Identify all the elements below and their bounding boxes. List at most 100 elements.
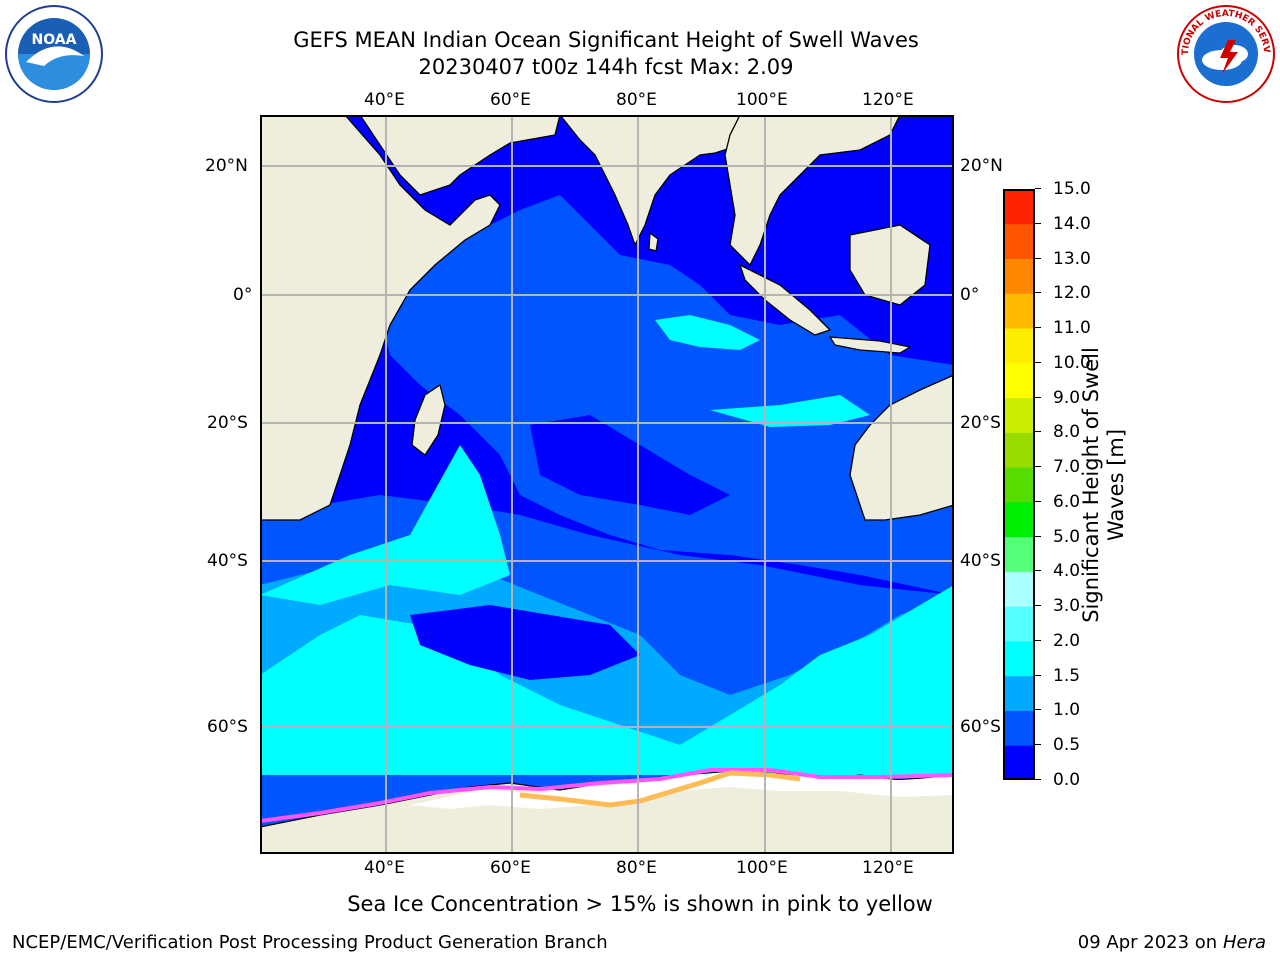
colorbar-tick-mark: [1035, 535, 1041, 537]
lon-label-top-1: 40°E: [364, 90, 405, 110]
colorbar-tick-mark: [1035, 779, 1041, 780]
colorbar-swatch: [1003, 397, 1035, 433]
colorbar-tick-label: 4.0: [1053, 561, 1081, 582]
lon-label-bottom-2: 60°E: [490, 858, 531, 878]
colorbar-tick-mark: [1035, 466, 1041, 468]
footer-date: 09 Apr 2023 on Hera: [1078, 932, 1266, 954]
lat-label-right-5: 60°S: [960, 717, 1001, 737]
colorbar-swatch: [1003, 223, 1035, 260]
srilanka-land: [648, 231, 659, 252]
colorbar-tick-mark: [1035, 292, 1041, 294]
lat-label-left-4: 40°S: [207, 551, 248, 571]
lat-label-right-4: 40°S: [960, 551, 1001, 571]
sea-ice-pink: [260, 768, 954, 823]
colorbar-tick-label: 15.0: [1053, 179, 1091, 199]
chart-title: GEFS MEAN Indian Ocean Significant Heigh…: [293, 28, 919, 52]
colorbar-tick-mark: [1035, 222, 1041, 224]
colorbar-label-line1: Significant Height of Swell: [1079, 347, 1103, 623]
colorbar-tick-label: 12.0: [1053, 283, 1091, 304]
colorbar-swatch: [1003, 710, 1035, 746]
madagascar-land: [411, 383, 446, 456]
colorbar-tick-mark: [1035, 605, 1041, 607]
colorbar-swatch: [1003, 606, 1035, 642]
lon-label-bottom-3: 80°E: [616, 858, 657, 878]
colorbar-tick-label: 14.0: [1053, 213, 1091, 234]
colorbar-swatch: [1003, 501, 1035, 538]
lat-label-left-1: 20°N: [205, 156, 248, 176]
colorbar-tick-label: 13.0: [1053, 248, 1091, 269]
sea-ice-orange: [519, 770, 801, 808]
swell-band-1-5-equator: [655, 315, 760, 350]
colorbar-swatch: [1003, 467, 1035, 503]
colorbar-tick-label: 10.0: [1053, 352, 1091, 373]
colorbar-tick-mark: [1035, 674, 1041, 676]
lat-label-left-3: 20°S: [207, 413, 248, 433]
colorbar-tick-label: 0.0: [1053, 770, 1081, 790]
colorbar-swatch: [1003, 745, 1035, 780]
lat-label-left-2: 0°: [233, 285, 253, 305]
colorbar-tick-mark: [1035, 396, 1041, 398]
colorbar-tick-mark: [1035, 431, 1041, 433]
colorbar-tick-label: 6.0: [1053, 491, 1081, 512]
colorbar-tick-label: 7.0: [1053, 457, 1081, 478]
colorbar-tick-mark: [1035, 709, 1041, 711]
sea-ice-note: Sea Ice Concentration > 15% is shown in …: [347, 892, 933, 916]
footer-date-text: 09 Apr 2023 on: [1077, 932, 1223, 953]
colorbar-tick-mark: [1035, 744, 1041, 746]
africa-land: [260, 115, 501, 521]
colorbar-swatch: [1003, 432, 1035, 468]
lat-label-left-5: 60°S: [207, 717, 248, 737]
footer-machine: Hera: [1222, 932, 1266, 953]
colorbar-tick-label: 5.0: [1053, 526, 1081, 547]
nws-logo-icon: NATIONAL WEATHER SERVICE: [1172, 0, 1276, 104]
footer-credit: NCEP/EMC/Verification Post Processing Pr…: [12, 932, 608, 953]
noaa-logo-icon: NOAA: [4, 4, 104, 104]
colorbar-swatch: [1003, 328, 1035, 364]
colorbar-swatch: [1003, 640, 1035, 677]
colorbar-tick-label: 2.0: [1053, 630, 1081, 651]
map-gridlines: [260, 115, 954, 854]
colorbar-label-line2: Waves [m]: [1104, 428, 1128, 542]
swell-band-1-5-east: [710, 395, 870, 427]
lon-label-top-2: 60°E: [490, 90, 531, 110]
colorbar-swatch: [1003, 189, 1035, 225]
lon-label-bottom-4: 100°E: [736, 858, 788, 878]
colorbar-swatch: [1003, 536, 1035, 572]
colorbar-tick-label: 1.0: [1053, 700, 1081, 721]
lat-label-right-2: 0°: [960, 285, 980, 305]
lat-label-right-3: 20°S: [960, 413, 1001, 433]
lon-label-bottom-1: 40°E: [364, 858, 405, 878]
swell-low-patch-1: [410, 605, 640, 680]
colorbar-tick-label: 9.0: [1053, 387, 1081, 408]
swell-low-patch-2: [530, 415, 730, 515]
australia-land: [849, 374, 954, 521]
colorbar-tick-label: 8.0: [1053, 422, 1081, 443]
colorbar-swatches: [1003, 189, 1035, 780]
colorbar-tick-mark: [1035, 570, 1041, 572]
colorbar-tick-mark: [1035, 500, 1041, 502]
colorbar-swatch: [1003, 362, 1035, 399]
lon-label-top-3: 80°E: [616, 90, 657, 110]
sumatra-land: [738, 263, 832, 336]
chart-subtitle: 20230407 t00z 144h fcst Max: 2.09: [418, 55, 794, 79]
colorbar-swatch: [1003, 571, 1035, 607]
colorbar-swatch: [1003, 293, 1035, 329]
lon-label-top-5: 120°E: [862, 90, 914, 110]
colorbar-tick-label: 1.5: [1053, 665, 1081, 686]
colorbar-swatch: [1003, 675, 1035, 711]
colorbar-tick-mark: [1035, 257, 1041, 259]
colorbar-tick-mark: [1035, 361, 1041, 363]
colorbar-tick-mark: [1035, 188, 1041, 189]
colorbar-tick-mark: [1035, 327, 1041, 329]
swell-band-1-5-west: [260, 445, 510, 605]
lon-label-top-4: 100°E: [736, 90, 788, 110]
colorbar: [1003, 189, 1035, 780]
colorbar-tick-label: 11.0: [1053, 318, 1091, 339]
svg-text:NOAA: NOAA: [32, 32, 77, 48]
lon-label-bottom-5: 120°E: [862, 858, 914, 878]
map-frame: [260, 115, 954, 854]
colorbar-tick-label: 0.5: [1053, 735, 1081, 756]
colorbar-tick-label: 3.0: [1053, 596, 1081, 617]
colorbar-swatch: [1003, 258, 1035, 294]
lat-label-right-1: 20°N: [960, 156, 1003, 176]
